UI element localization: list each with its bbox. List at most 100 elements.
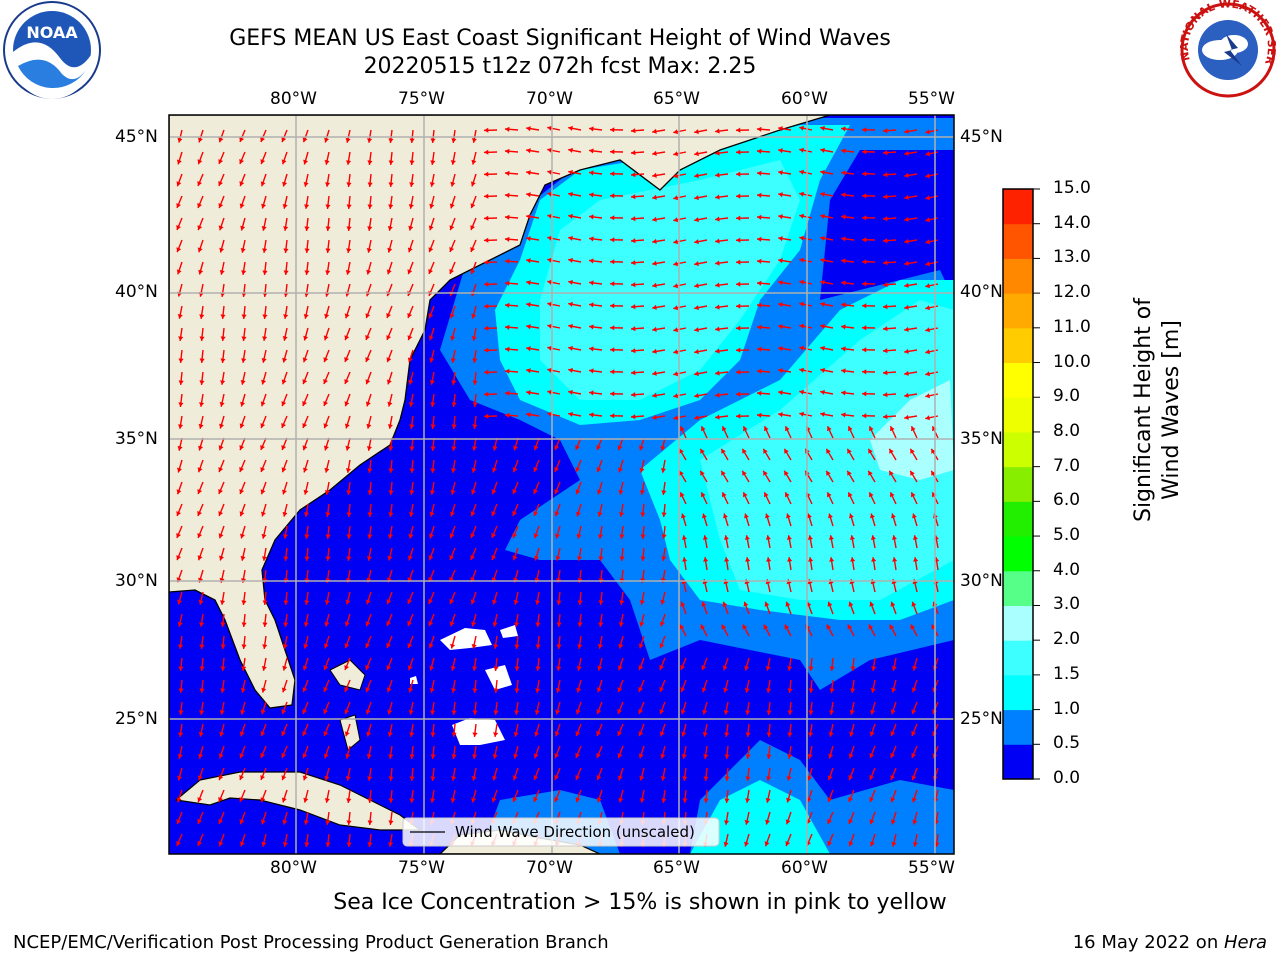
wave-arrow-head: [283, 600, 289, 605]
wave-arrow-head: [736, 303, 741, 309]
map-frame: [168, 114, 955, 855]
wave-arrow-head: [766, 754, 772, 759]
wave-arrow-head: [787, 710, 793, 715]
wave-arrow-head: [407, 247, 413, 253]
wave-arrow-head: [702, 732, 708, 737]
wave-arrow-head: [450, 489, 456, 495]
wave-arrow-head: [828, 732, 834, 737]
wave-arrow-head: [778, 258, 783, 264]
wave-arrow-head: [596, 467, 602, 473]
wave-arrow-head: [547, 147, 552, 153]
wave-arrow-head: [568, 345, 573, 351]
wave-arrow-head: [589, 368, 594, 374]
wave-arrow-head: [904, 282, 909, 288]
wave-arrow-head: [610, 171, 615, 177]
wave-arrow-head: [883, 150, 888, 156]
wave-arrow-head: [472, 666, 478, 671]
wave-arrow-head: [715, 194, 720, 200]
wave-arrow-head: [283, 226, 289, 231]
wave-arrow-head: [568, 147, 573, 153]
wave-arrow-head: [429, 511, 435, 517]
wave-arrow-head: [177, 754, 183, 759]
wave-arrow-head: [912, 842, 918, 847]
wave-arrow-head: [778, 368, 783, 374]
wave-arrow-head: [260, 819, 266, 825]
wave-arrow-head: [673, 239, 678, 245]
wave-arrow-head: [177, 314, 183, 319]
wave-arrow-head: [871, 557, 877, 562]
wave-arrow-head: [848, 775, 854, 781]
wave-arrow-head: [910, 470, 915, 476]
wave-arrow-head: [472, 446, 478, 451]
wave-arrow-head: [723, 513, 728, 519]
footer-host: Hera: [1223, 932, 1267, 953]
wave-arrow-head: [765, 535, 771, 540]
wave-arrow-head: [387, 247, 393, 253]
wave-arrow-head: [618, 797, 624, 803]
wave-arrow-head: [407, 599, 412, 604]
wave-arrow-head: [197, 511, 202, 516]
wave-arrow-head: [765, 798, 771, 803]
wave-arrow-head: [808, 710, 814, 715]
wave-arrow-head: [493, 666, 499, 671]
wave-arrow-head: [535, 688, 541, 693]
wave-arrow-head: [883, 348, 888, 354]
wave-arrow-head: [304, 556, 310, 561]
colorbar-frame: [1002, 188, 1034, 780]
wave-arrow-head: [239, 181, 245, 187]
wave-arrow-head: [890, 709, 896, 715]
wave-arrow-head: [736, 347, 741, 353]
wave-arrow-head: [514, 688, 520, 693]
wave-arrow-head: [303, 182, 309, 187]
wave-arrow-head: [526, 368, 531, 374]
wave-arrow-head: [323, 423, 329, 429]
wave-arrow-head: [556, 622, 562, 627]
wave-arrow-head: [283, 622, 289, 627]
wave-arrow-head: [366, 446, 372, 451]
wave-arrow-head: [862, 237, 867, 243]
wave-arrow-head: [547, 389, 552, 395]
wave-arrow-head: [826, 492, 832, 498]
wave-arrow-head: [547, 213, 552, 219]
wave-arrow-head: [261, 533, 267, 539]
wave-arrow-head: [841, 324, 846, 330]
wave-arrow-head: [386, 599, 392, 605]
wave-arrow-head: [736, 149, 741, 155]
wave-arrow-head: [715, 172, 720, 178]
colorbar-segment: [1003, 640, 1033, 676]
wave-arrow-head: [346, 798, 352, 803]
wave-arrow-head: [673, 217, 678, 223]
wave-arrow-head: [826, 470, 831, 476]
wave-arrow-head: [324, 600, 330, 605]
wave-arrow-head: [743, 601, 749, 607]
wave-arrow-head: [575, 445, 580, 450]
wave-arrow-head: [682, 776, 688, 781]
wave-arrow-head: [409, 776, 415, 781]
wave-arrow-head: [778, 236, 783, 242]
wave-arrow-head: [304, 248, 310, 253]
wave-arrow-head: [631, 370, 636, 376]
wave-arrow-head: [262, 248, 268, 253]
wave-arrow-head: [218, 445, 224, 451]
wave-arrow-head: [365, 665, 370, 670]
wave-arrow-head: [694, 415, 699, 421]
wave-arrow-head: [218, 137, 224, 143]
wave-arrow-head: [764, 426, 769, 432]
wave-arrow-head: [715, 260, 720, 266]
chart-title: GEFS MEAN US East Coast Significant Heig…: [229, 26, 891, 51]
wave-arrow-head: [176, 225, 181, 230]
wave-arrow-head: [218, 819, 223, 824]
wave-arrow-head: [841, 258, 846, 264]
wave-arrow-head: [766, 557, 772, 562]
wave-arrow-head: [799, 367, 804, 373]
wave-arrow-head: [526, 192, 531, 198]
wave-arrow-head: [470, 247, 475, 252]
wave-arrow-head: [239, 775, 244, 780]
wave-arrow-head: [199, 314, 205, 319]
wave-arrow-head: [470, 511, 476, 517]
wave-arrow-head: [577, 644, 583, 649]
wave-arrow-head: [450, 160, 456, 165]
wave-arrow-head: [631, 238, 636, 244]
wave-arrow-head: [535, 666, 541, 671]
wave-arrow-head: [661, 490, 667, 495]
